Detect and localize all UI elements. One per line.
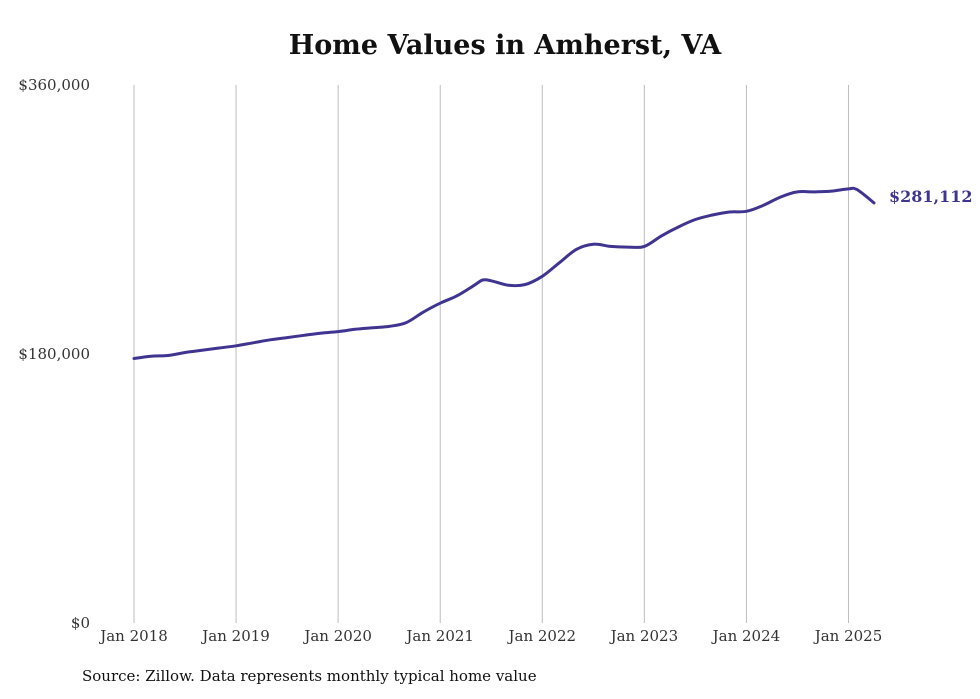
x-tick-label: Jan 2020 (302, 627, 372, 645)
x-tick-label: Jan 2023 (609, 627, 679, 645)
y-tick-label: $180,000 (18, 345, 90, 363)
home-value-line (132, 186, 876, 360)
x-tick-label: Jan 2022 (506, 627, 576, 645)
latest-value-label: $281,112 (889, 187, 973, 206)
x-tick-label: Jan 2021 (404, 627, 474, 645)
gridlines (133, 85, 849, 623)
x-axis-ticks: Jan 2018 Jan 2019 Jan 2020 Jan 2021 Jan 2022… (98, 627, 882, 645)
x-tick-label: Jan 2018 (98, 627, 168, 645)
y-tick-label: $360,000 (18, 76, 90, 94)
source-note: Source: Zillow. Data represents monthly … (82, 667, 537, 685)
y-tick-label: $0 (71, 614, 90, 632)
x-tick-label: Jan 2025 (813, 627, 883, 645)
chart-title: Home Values in Amherst, VA (288, 30, 722, 61)
y-axis-ticks: $0 $180,000 $360,000 (18, 76, 90, 632)
x-tick-label: Jan 2019 (200, 627, 270, 645)
x-tick-label: Jan 2024 (711, 627, 781, 645)
